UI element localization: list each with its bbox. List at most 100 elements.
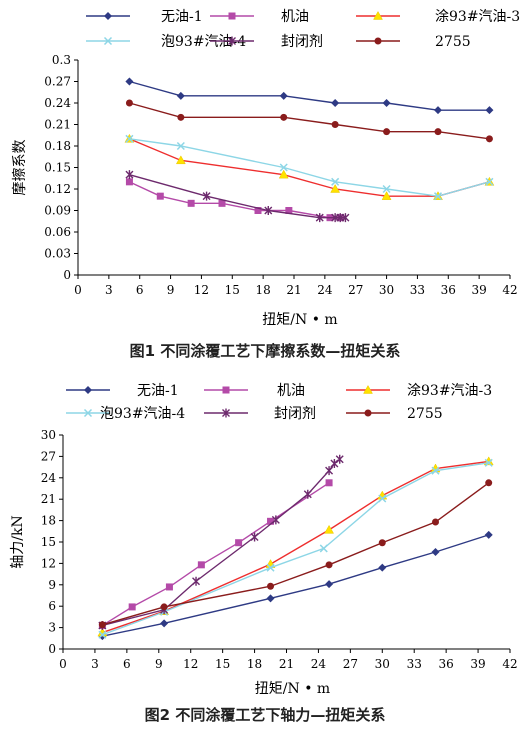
y-tick-label: 3	[48, 621, 56, 635]
data-point	[484, 458, 493, 467]
x-tick-label: 12	[183, 657, 198, 671]
data-point	[98, 630, 107, 639]
data-point	[197, 561, 205, 569]
legend-marker	[363, 384, 373, 394]
series-1	[125, 77, 494, 115]
data-point	[254, 207, 262, 214]
data-point	[125, 77, 134, 86]
data-point	[279, 91, 288, 100]
data-point	[280, 113, 288, 121]
series-line	[129, 138, 490, 197]
x-tick-label: 0	[74, 283, 82, 297]
data-point	[279, 163, 288, 172]
x-tick-label: 27	[348, 283, 363, 297]
data-point	[341, 213, 350, 223]
data-point	[431, 547, 440, 556]
data-point	[187, 199, 195, 207]
legend: 无油-1 机油 涂93#汽油-3 泡93#汽油-4 封闭剂 2755	[66, 383, 492, 422]
chart-1: 0 0.03 0.06 0.09 0.12 0.15 0.18 0.21 0.24 0.27 0.3…	[11, 9, 520, 360]
data-point	[177, 113, 185, 121]
data-point	[325, 479, 333, 487]
data-point	[431, 466, 440, 475]
data-point	[331, 177, 340, 186]
data-point	[335, 454, 344, 464]
data-point	[264, 206, 273, 215]
x-tick-label: 6	[123, 657, 131, 671]
data-point	[434, 106, 442, 115]
legend-item: 无油-1	[66, 383, 179, 399]
data-point	[381, 191, 392, 200]
data-point	[266, 594, 275, 603]
x-tick-label: 21	[286, 283, 301, 297]
series-line	[102, 458, 341, 627]
data-point	[267, 582, 275, 590]
x-tick-label: 36	[439, 657, 454, 671]
x-tick-label: 3	[91, 657, 99, 671]
y-tick-label: 12	[41, 556, 56, 570]
data-point	[176, 91, 185, 100]
data-point	[325, 561, 333, 569]
y-tick-label: 6	[48, 599, 56, 613]
data-point	[325, 466, 334, 476]
data-point	[266, 563, 275, 572]
x-axis-label: 扭矩/N • m	[262, 312, 337, 328]
legend-label: 无油-1	[137, 383, 179, 399]
legend-label: 封闭剂	[274, 406, 316, 422]
x-tick-label: 39	[470, 657, 485, 671]
legend-label: 涂93#汽油-3	[435, 9, 520, 25]
legend-item: 机油	[204, 383, 305, 399]
data-point	[156, 192, 164, 200]
series-1	[98, 530, 493, 641]
legend-item: 泡93#汽油-4	[86, 34, 246, 50]
x-tick-label: 15	[215, 657, 230, 671]
data-point	[128, 603, 136, 611]
x-tick-label: 21	[279, 657, 294, 671]
legend-item: 2755	[356, 34, 471, 50]
series-6	[125, 99, 493, 143]
legend-label: 泡93#汽油-4	[161, 34, 246, 50]
x-tick-label: 9	[155, 657, 163, 671]
legend-marker	[364, 409, 372, 417]
y-axis-label: 摩擦系数	[11, 140, 28, 196]
x-tick-label: 30	[375, 657, 390, 671]
legend-marker	[374, 37, 382, 45]
data-point	[485, 177, 494, 186]
series-2	[125, 178, 344, 222]
series-5	[125, 170, 350, 223]
data-point	[202, 191, 211, 201]
y-axis-label: 轴力/kN	[10, 515, 26, 568]
data-point	[330, 459, 339, 469]
y-tick-label: 15	[41, 535, 56, 549]
x-tick-label: 36	[441, 283, 456, 297]
y-tick-label: 0.27	[44, 75, 71, 89]
data-point	[330, 183, 341, 193]
data-point	[278, 169, 289, 179]
legend-label: 2755	[435, 34, 471, 50]
data-point	[383, 128, 391, 136]
data-point	[378, 539, 386, 547]
x-tick-label: 18	[256, 283, 271, 297]
data-point	[325, 580, 334, 589]
data-point	[331, 99, 340, 107]
data-point	[267, 517, 275, 525]
data-point	[165, 583, 173, 591]
legend-item: 封闭剂	[204, 406, 316, 422]
legend-marker	[222, 386, 230, 394]
y-tick-label: 0.03	[44, 247, 71, 261]
legend-label: 机油	[281, 9, 309, 25]
data-point	[271, 515, 280, 525]
legend-label: 涂93#汽油-3	[407, 383, 492, 399]
data-point	[235, 539, 243, 547]
series-line	[129, 181, 341, 219]
data-point	[485, 479, 493, 487]
y-tick-label: 0.21	[44, 118, 71, 132]
y-tick-label: 0.18	[44, 139, 71, 153]
data-point	[434, 128, 442, 136]
data-point	[250, 532, 259, 542]
legend-item: 泡93#汽油-4	[66, 406, 185, 422]
x-tick-label: 0	[59, 657, 67, 671]
legend: 无油-1 机油 涂93#汽油-3 泡93#汽油-4 封闭剂 2755	[86, 9, 520, 50]
data-point	[125, 134, 134, 143]
